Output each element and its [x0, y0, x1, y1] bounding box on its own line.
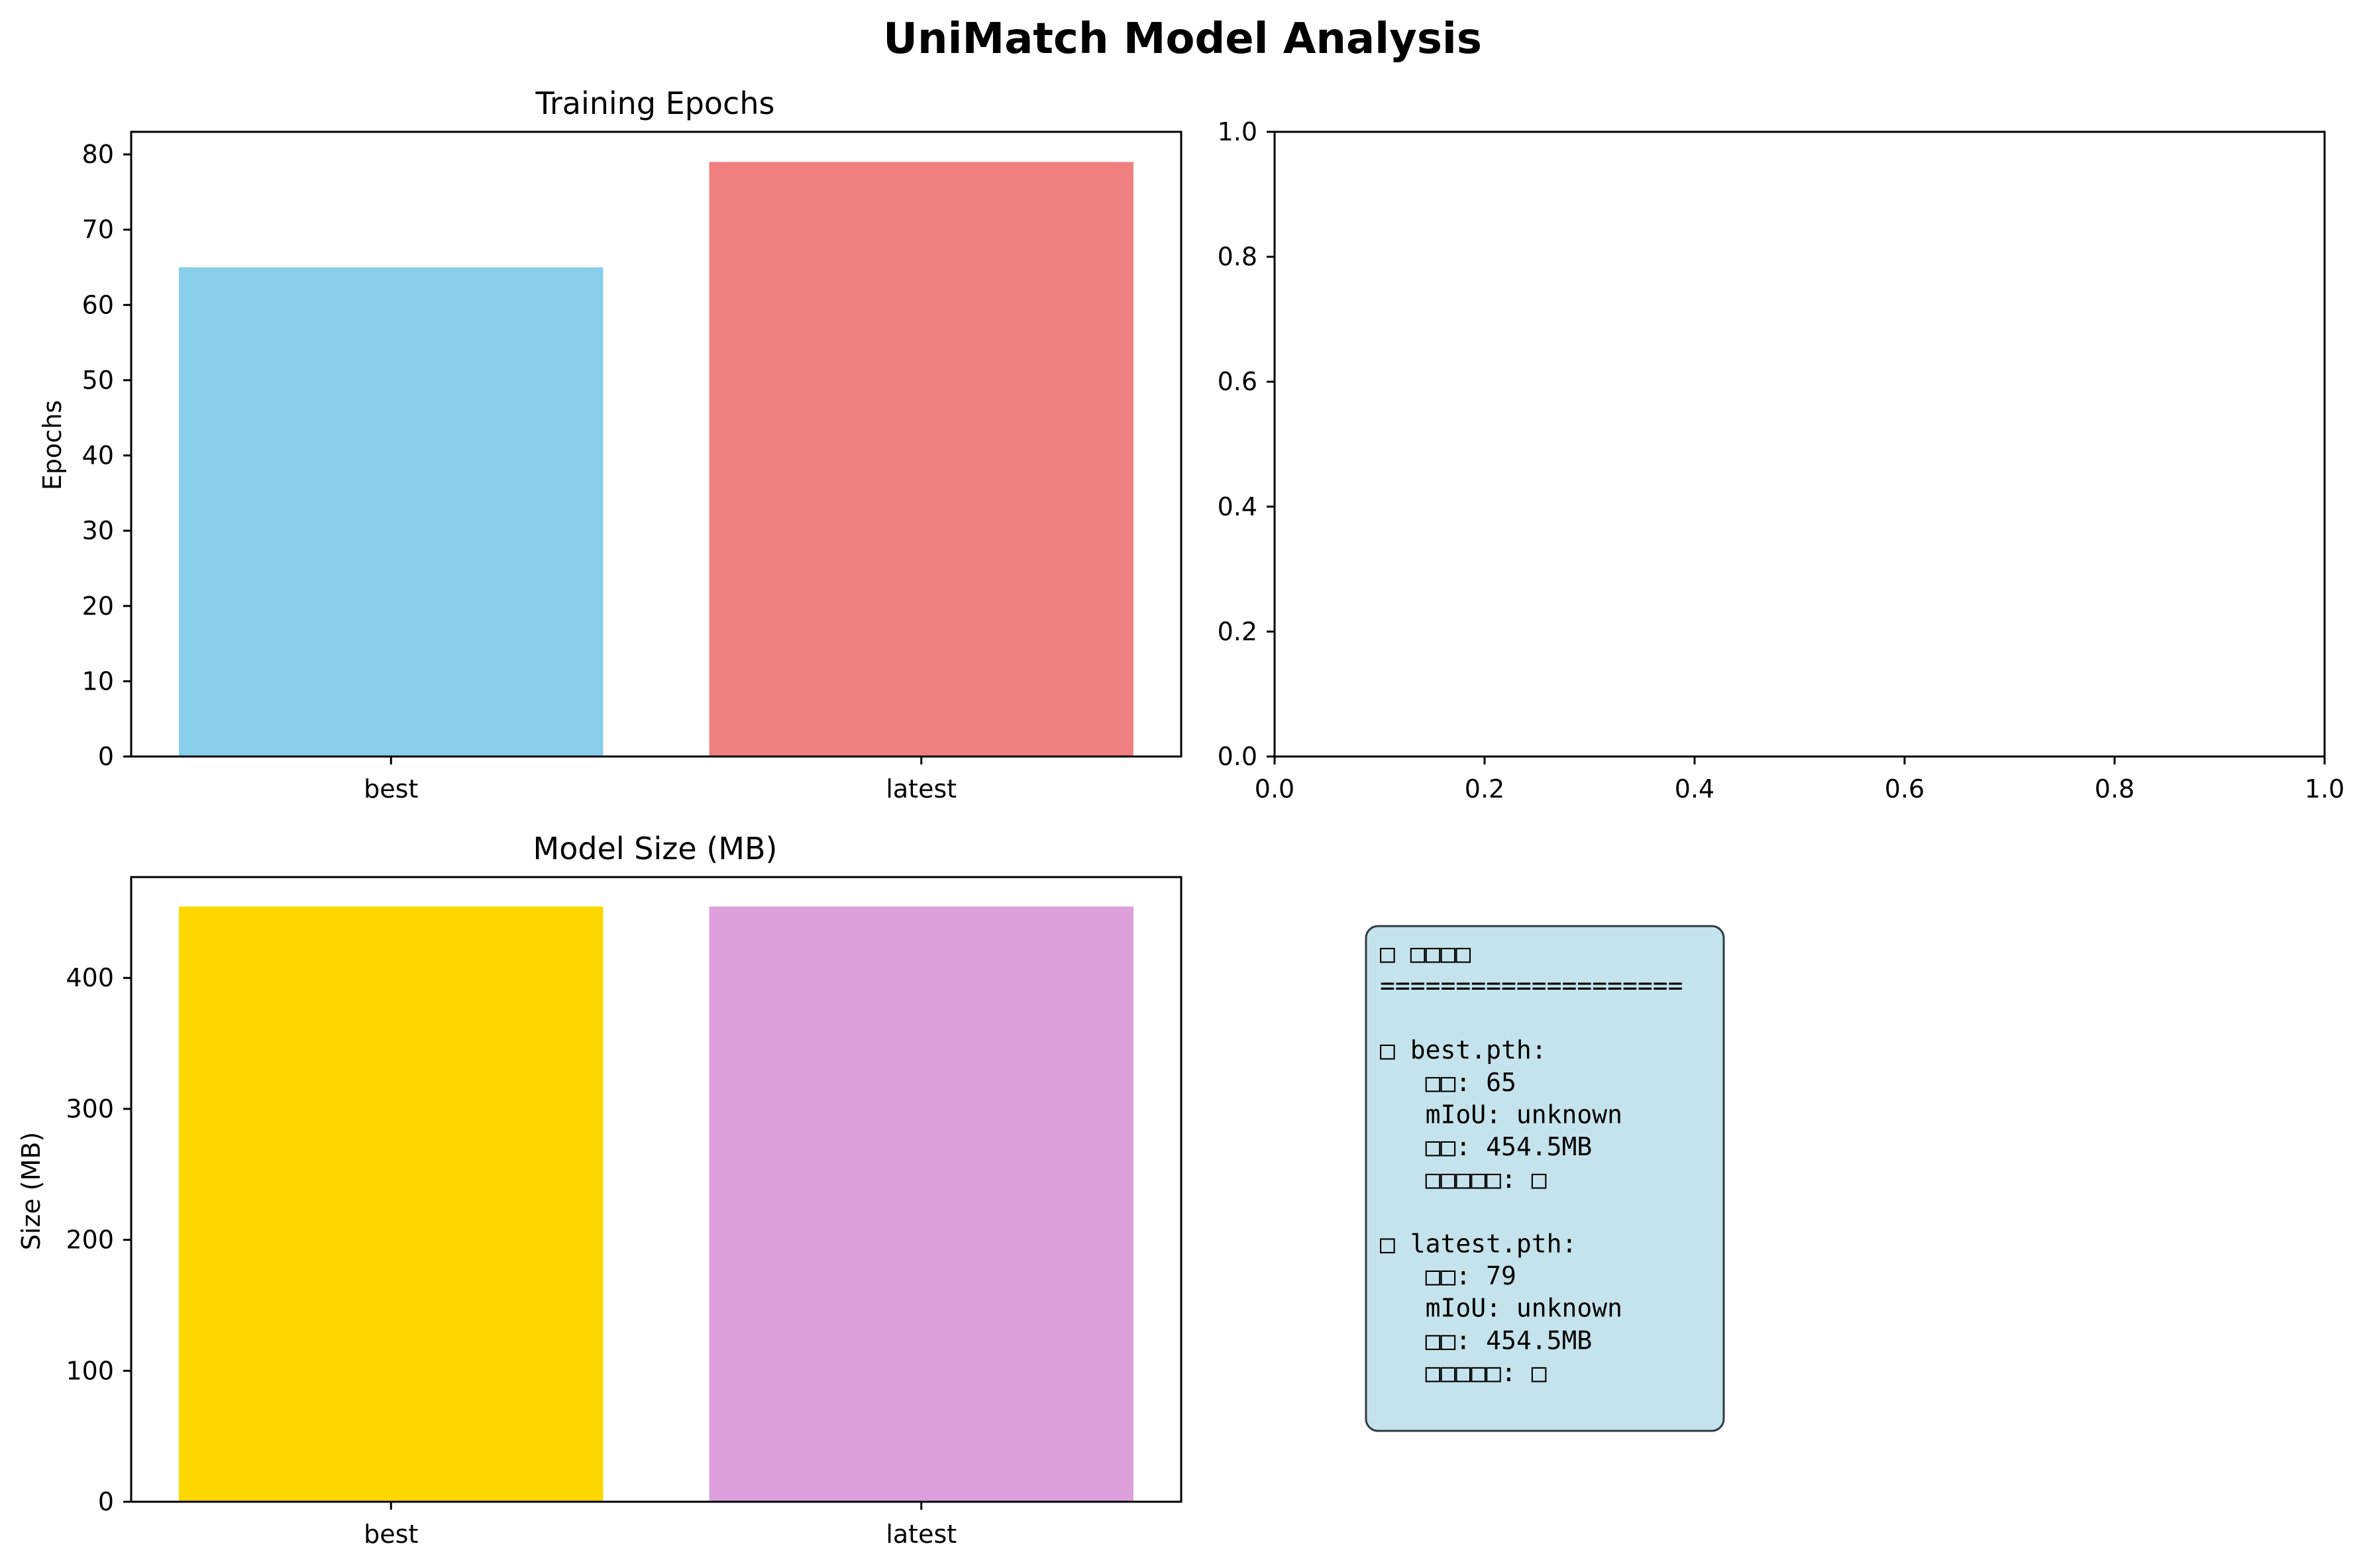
- empty-axes: 0.0 0.2 0.4 0.6 0.8 1.0 0.0 0.2 0.4 0.6 0.8 1.0: [1218, 117, 2345, 804]
- size-axes-frame: [130, 876, 1182, 1503]
- info-box-line: □□: 79: [1380, 1261, 1516, 1290]
- size-x-tick-label: latest: [886, 1520, 957, 1549]
- size-bar-best: [179, 906, 604, 1502]
- info-box-line: □ □□□□: [1380, 939, 1471, 968]
- epochs-bar-best: [179, 267, 604, 757]
- empty-x-tick-label: 1.0: [2305, 774, 2344, 804]
- epochs-y-tick-label: 70: [82, 215, 114, 244]
- info-box: □ □□□□ ==================== □ best.pth: □□…: [1365, 925, 1725, 1432]
- epochs-y-tick-label: 20: [82, 592, 114, 621]
- size-y-tick-label: 200: [66, 1226, 114, 1255]
- epochs-axes-frame: [130, 131, 1182, 758]
- epochs-y-tick-label: 50: [82, 366, 114, 395]
- epochs-y-tick-label: 40: [82, 441, 114, 470]
- size-y-tick-label: 0: [98, 1487, 114, 1516]
- empty-y-tick-label: 1.0: [1218, 117, 1257, 146]
- size-y-tick-label: 400: [66, 963, 114, 992]
- size-y-tick-label: 300: [66, 1094, 114, 1124]
- empty-y-tick-label: 0.2: [1218, 617, 1257, 646]
- epochs-axes-title: Training Epochs: [535, 85, 775, 121]
- size-axes-title: Model Size (MB): [533, 831, 778, 866]
- empty-y-tick-label: 0.0: [1218, 742, 1257, 771]
- info-box-line: □ latest.pth:: [1380, 1229, 1577, 1258]
- figure-title: UniMatch Model Analysis: [883, 15, 1482, 64]
- size-axes: Model Size (MB) Size (MB) best latest 0 100…: [17, 831, 1182, 1549]
- size-plot-area: best latest 0 100 200 300 400: [66, 906, 1133, 1549]
- info-box-line: □□: 454.5MB: [1380, 1326, 1592, 1355]
- epochs-axes: Training Epochs Epochs best latest 0 10 20 30…: [38, 85, 1182, 804]
- info-box-text: □ □□□□ ==================== □ best.pth: □□…: [1380, 939, 1683, 1387]
- empty-x-tick-label: 0.8: [2095, 774, 2134, 804]
- epochs-bar-latest: [709, 162, 1133, 757]
- info-box-line: ====================: [1380, 971, 1683, 1000]
- epochs-y-tick-label: 10: [82, 666, 114, 696]
- epochs-x-tick-label: best: [364, 774, 418, 804]
- info-box-line: □ best.pth:: [1380, 1035, 1547, 1065]
- info-box-line: □□□□□: □: [1380, 1358, 1547, 1387]
- empty-x-tick-label: 0.4: [1675, 774, 1714, 804]
- epochs-y-tick-label: 0: [98, 742, 114, 771]
- empty-axes-frame: [1273, 131, 2326, 758]
- info-box-line: □□: 454.5MB: [1380, 1132, 1592, 1161]
- size-y-axis-label: Size (MB): [17, 1132, 46, 1251]
- info-box-line: mIoU: unknown: [1380, 1100, 1622, 1129]
- epochs-x-tick-label: latest: [886, 774, 957, 804]
- info-box-line: □□: 65: [1380, 1068, 1516, 1097]
- empty-plot-area: 0.0 0.2 0.4 0.6 0.8 1.0 0.0 0.2 0.4 0.6 0.8 1.0: [1218, 117, 2345, 804]
- epochs-y-tick-label: 30: [82, 516, 114, 545]
- empty-y-tick-label: 0.6: [1218, 367, 1257, 396]
- epochs-plot-area: best latest 0 10 20 30 40 50 60 70 80: [82, 140, 1133, 804]
- info-box-background: [1365, 925, 1725, 1432]
- size-x-tick-label: best: [364, 1520, 418, 1549]
- size-bar-latest: [709, 906, 1133, 1502]
- info-box-line: □□□□□: □: [1380, 1165, 1547, 1194]
- epochs-y-tick-label: 60: [82, 290, 114, 319]
- size-y-tick-label: 100: [66, 1356, 114, 1385]
- empty-y-tick-label: 0.4: [1218, 492, 1257, 521]
- empty-x-tick-label: 0.6: [1885, 774, 1924, 804]
- info-box-line: mIoU: unknown: [1380, 1294, 1622, 1323]
- empty-y-tick-label: 0.8: [1218, 242, 1257, 272]
- epochs-y-tick-label: 80: [82, 140, 114, 169]
- empty-x-tick-label: 0.0: [1255, 774, 1294, 804]
- epochs-y-axis-label: Epochs: [38, 400, 67, 490]
- empty-x-tick-label: 0.2: [1465, 774, 1504, 804]
